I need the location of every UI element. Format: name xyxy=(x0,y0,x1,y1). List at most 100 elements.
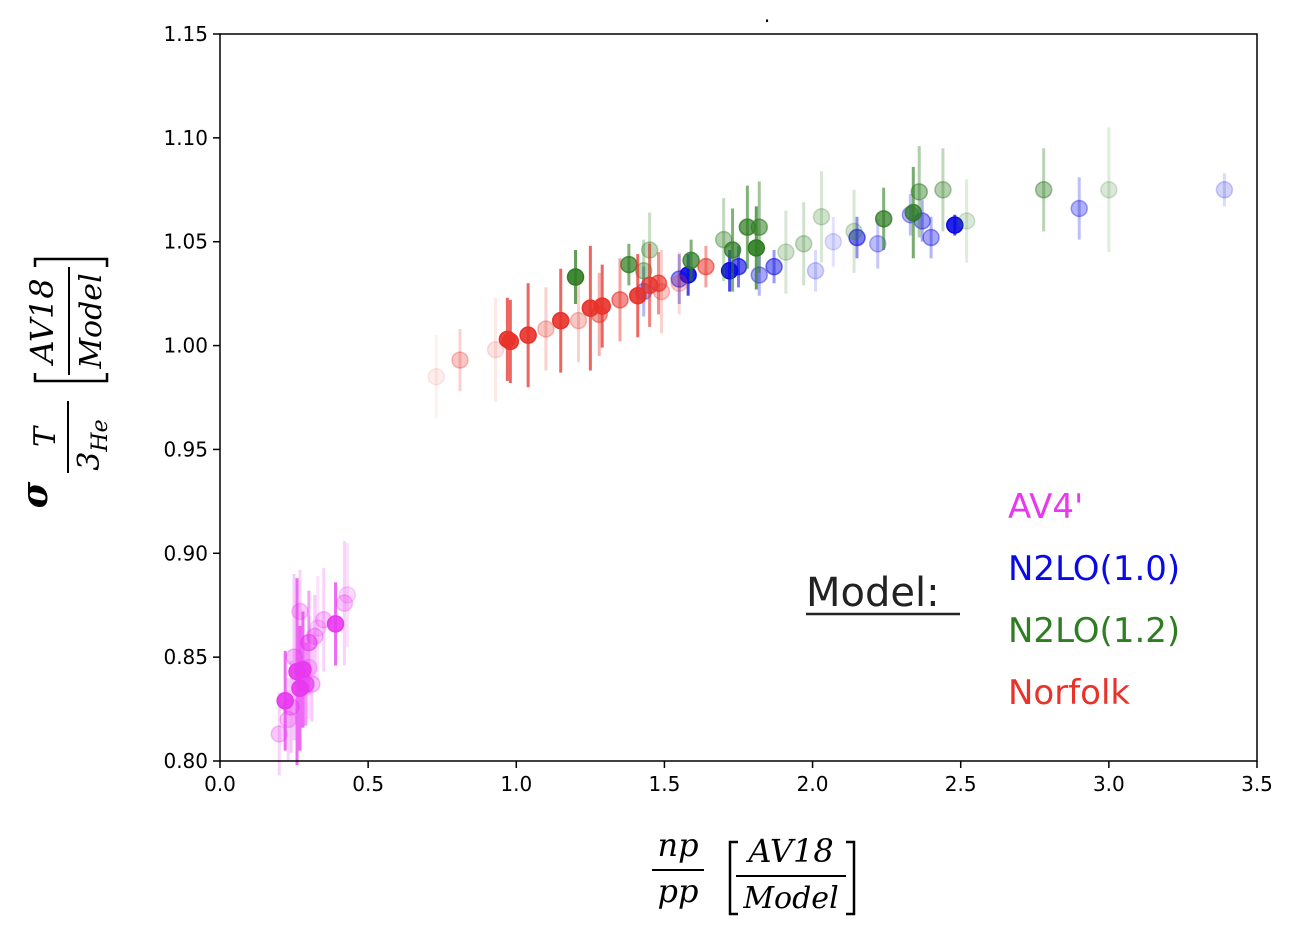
data-point xyxy=(652,282,671,301)
data-point xyxy=(611,291,629,309)
data-point xyxy=(620,255,638,274)
legend-entries: AV4' N2LO(1.0) N2LO(1.2) Norfolk xyxy=(1008,487,1180,713)
data-point xyxy=(765,257,783,276)
data-point xyxy=(569,311,588,330)
y-tick-label: 0.80 xyxy=(163,749,208,773)
data-point xyxy=(519,326,537,344)
y-tick-label: 0.95 xyxy=(163,437,208,461)
data-point xyxy=(338,586,357,604)
data-point xyxy=(629,286,647,305)
legend-title: Model: xyxy=(806,570,940,616)
x-tick-label: 0.0 xyxy=(204,772,236,796)
series-av4 xyxy=(270,540,357,776)
y-axis-ticks: 0.80 0.85 0.90 0.95 1.00 1.05 1.10 1.15 xyxy=(163,22,220,773)
y-tick-label: 0.85 xyxy=(163,645,208,669)
data-point xyxy=(297,675,315,693)
data-point xyxy=(946,216,964,234)
data-point xyxy=(335,594,354,612)
x-label-bracket-den: Model xyxy=(742,881,838,916)
y-label-sigma: σ xyxy=(14,481,56,508)
data-point xyxy=(303,675,321,693)
x-tick-label: 1.0 xyxy=(500,772,532,796)
x-tick-label: 0.5 xyxy=(352,772,384,796)
x-tick-label: 2.5 xyxy=(945,772,977,796)
x-axis-label: np pp AV18 Model xyxy=(652,826,856,916)
data-point xyxy=(486,340,505,359)
data-point xyxy=(1070,199,1088,218)
series-norfolk xyxy=(427,243,715,419)
data-point xyxy=(934,181,952,199)
data-point xyxy=(306,627,324,646)
data-point xyxy=(649,274,668,293)
data-point xyxy=(537,320,555,338)
legend: Model: AV4' N2LO(1.0) N2LO(1.2) Norfolk xyxy=(806,487,1180,713)
legend-entry: Norfolk xyxy=(1008,673,1130,713)
y-tick-label: 0.90 xyxy=(163,541,208,565)
series-n2lo-1-2 xyxy=(566,127,1118,305)
data-point xyxy=(812,208,831,226)
data-point xyxy=(845,222,863,241)
y-label-frac-den: 3He xyxy=(72,419,113,470)
data-point xyxy=(874,210,893,228)
data-point xyxy=(910,183,928,201)
legend-entry: N2LO(1.0) xyxy=(1008,549,1180,589)
data-point xyxy=(291,602,309,621)
data-point xyxy=(922,228,940,247)
data-point xyxy=(326,615,345,633)
y-axis-label: σ T 3He AV18 Model xyxy=(14,257,113,508)
y-label-left-bracket xyxy=(33,373,109,383)
y-label-right-bracket xyxy=(33,257,109,267)
data-point xyxy=(282,698,300,716)
data-point xyxy=(1215,181,1234,199)
data-point xyxy=(427,367,446,386)
y-label-bracket-den: Model xyxy=(74,273,109,369)
x-label-left-bracket xyxy=(728,840,738,916)
data-point xyxy=(670,270,688,288)
data-point xyxy=(451,351,469,369)
data-point xyxy=(682,251,700,270)
data-point xyxy=(697,257,715,276)
data-point xyxy=(750,218,768,236)
y-label-bracket-num: AV18 xyxy=(23,278,61,366)
data-point xyxy=(551,311,570,330)
x-label-frac-den: pp xyxy=(658,872,699,910)
y-tick-label: 1.05 xyxy=(163,230,208,254)
data-point xyxy=(670,274,688,293)
data-layer xyxy=(270,127,1234,776)
data-point xyxy=(300,658,318,677)
x-tick-label: 3.0 xyxy=(1093,772,1125,796)
data-point xyxy=(777,243,795,261)
y-label-frac-num: T xyxy=(28,425,63,447)
data-point xyxy=(794,235,813,253)
y-label-den-sub: He xyxy=(88,419,113,452)
data-point xyxy=(904,203,923,222)
data-point xyxy=(848,228,866,247)
data-point xyxy=(590,305,608,324)
data-point xyxy=(270,725,289,743)
data-point xyxy=(1034,181,1053,199)
legend-entry: AV4' xyxy=(1008,487,1083,527)
y-label-den-base: 3 xyxy=(72,452,107,471)
plot-frame xyxy=(219,33,1258,762)
data-point xyxy=(279,710,297,729)
data-point xyxy=(869,235,887,253)
x-tick-label: 1.5 xyxy=(649,772,681,796)
data-point xyxy=(566,268,585,286)
data-point xyxy=(723,241,742,259)
data-point xyxy=(806,262,825,280)
data-point xyxy=(957,212,976,230)
y-tick-label: 1.00 xyxy=(163,334,208,358)
x-axis-ticks: 0.0 0.5 1.0 1.5 2.0 2.5 3.0 3.5 xyxy=(204,761,1273,796)
data-point xyxy=(1100,181,1118,199)
data-point xyxy=(714,230,733,249)
x-label-frac-num: np xyxy=(657,826,698,864)
x-label-bracket-num: AV18 xyxy=(745,832,833,870)
legend-entry: N2LO(1.2) xyxy=(1008,611,1180,651)
x-tick-label: 3.5 xyxy=(1241,772,1273,796)
y-tick-label: 1.10 xyxy=(163,126,208,150)
x-label-right-bracket xyxy=(846,840,856,916)
data-point xyxy=(501,332,520,351)
x-tick-label: 2.0 xyxy=(797,772,829,796)
data-point xyxy=(747,239,766,257)
